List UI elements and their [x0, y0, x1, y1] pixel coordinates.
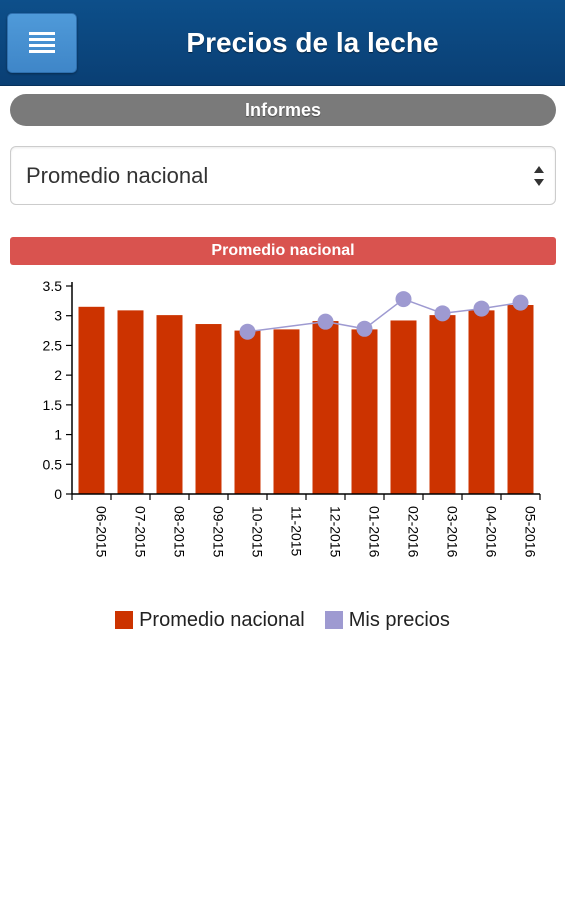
chart-bar-05-2016: [507, 305, 534, 494]
x-tick-label: 01-2016: [367, 506, 383, 558]
section-header-informes: Informes: [10, 94, 556, 126]
menu-button[interactable]: [7, 13, 77, 73]
legend-item-promedio: Promedio nacional: [115, 609, 305, 632]
chart-bar-12-2015: [312, 321, 339, 494]
y-tick-label: 3.5: [43, 278, 63, 294]
page-title: Precios de la leche: [186, 26, 439, 58]
menu-icon: [29, 32, 55, 53]
y-tick-label: 0.5: [43, 456, 63, 472]
legend-swatch-bar: [115, 611, 134, 629]
chart-bar-06-2015: [78, 306, 105, 494]
chart-bar-11-2015: [273, 329, 300, 494]
mis-precios-point-12-2015: [317, 313, 334, 330]
y-tick-label: 2.5: [43, 337, 63, 353]
chart-bar-07-2015: [117, 310, 144, 494]
x-tick-label: 07-2015: [133, 506, 149, 558]
legend-label-promedio: Promedio nacional: [139, 608, 305, 631]
chart-legend: Promedio nacional Mis precios: [0, 606, 565, 634]
x-tick-label: 05-2016: [523, 506, 539, 558]
chart-bar-04-2016: [468, 310, 495, 494]
bar-line-chart: 0 0.5 1 1.5 2 2.5 3 3.5 06-2015 07-2015 08-2015 09-…: [43, 278, 541, 558]
x-tick-label: 11-2015: [289, 506, 305, 557]
legend-item-mis-precios: Mis precios: [324, 608, 450, 632]
select-arrows-icon: [534, 166, 544, 186]
x-tick-label: 03-2016: [445, 506, 461, 558]
y-tick-label: 0: [54, 486, 62, 502]
x-tick-label: 08-2015: [172, 506, 188, 558]
app-header: Precios de la leche: [0, 0, 565, 86]
mis-precios-point-04-2016: [473, 300, 490, 317]
y-tick-label: 1.5: [43, 397, 63, 413]
legend-label-mis-precios: Mis precios: [348, 608, 450, 631]
mis-precios-point-01-2016: [356, 320, 373, 337]
chart-bar-09-2015: [195, 324, 222, 494]
mis-precios-point-02-2016: [395, 291, 412, 308]
chart-bar-08-2015: [156, 315, 183, 494]
x-tick-label: 09-2015: [211, 506, 227, 558]
chart-bar-02-2016: [390, 320, 417, 494]
chart-title: Promedio nacional: [10, 237, 556, 265]
report-select-value: Promedio nacional: [26, 163, 209, 188]
chart-bar-03-2016: [429, 315, 456, 494]
x-tick-label: 02-2016: [406, 506, 422, 558]
x-tick-label: 10-2015: [250, 506, 266, 558]
y-tick-label: 3: [54, 308, 62, 324]
mis-precios-point-05-2016: [512, 294, 529, 311]
x-tick-label: 12-2015: [328, 506, 344, 558]
chart-bar-01-2016: [351, 329, 378, 494]
y-tick-label: 1: [54, 427, 62, 443]
mis-precios-point-03-2016: [434, 305, 451, 322]
x-tick-label: 04-2016: [484, 506, 500, 558]
chart-bar-10-2015: [234, 330, 261, 494]
y-tick-label: 2: [54, 367, 62, 383]
x-tick-label: 06-2015: [94, 506, 110, 558]
mis-precios-point-10-2015: [239, 323, 256, 340]
legend-swatch-line: [324, 611, 343, 629]
report-select[interactable]: Promedio nacional: [10, 146, 556, 205]
